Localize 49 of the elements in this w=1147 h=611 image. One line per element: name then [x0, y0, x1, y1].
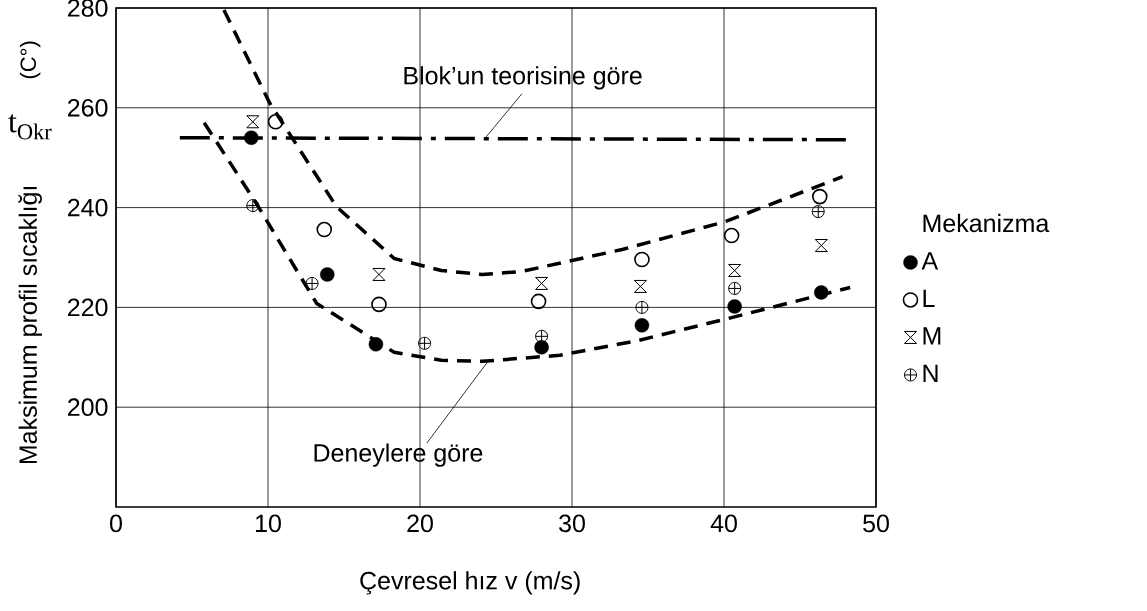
x-tick-label: 0 [110, 514, 122, 533]
y-tick-label: 200 [68, 398, 108, 417]
point [811, 205, 825, 219]
point [535, 276, 549, 290]
point [814, 239, 828, 253]
point [814, 285, 829, 300]
point [634, 318, 650, 333]
point [811, 188, 828, 205]
legend-label: N [923, 364, 938, 382]
point [535, 329, 549, 343]
legend-label: L [923, 289, 935, 307]
point [305, 276, 319, 290]
point [371, 296, 387, 313]
point [320, 267, 335, 282]
point [267, 113, 284, 130]
point [246, 115, 260, 129]
x-axis-title: Çevresel hız v (m/s) [360, 571, 580, 595]
point [530, 293, 547, 310]
text: t$_{Okr}$ [8, 114, 52, 140]
point [418, 336, 432, 350]
point [727, 299, 742, 314]
legend-title: Mekanizma [923, 213, 1050, 233]
point [534, 340, 549, 355]
point [316, 221, 333, 238]
point [372, 267, 386, 281]
annotation: Deneylere göre [314, 443, 483, 467]
x-tick-label: 50 [863, 514, 889, 533]
x-tick-label: 10 [256, 514, 281, 533]
text: (C°) [19, 41, 41, 79]
annotation: Blok’un teorisine göre [404, 66, 642, 90]
point [368, 337, 384, 352]
x-tick-label: 40 [710, 514, 737, 533]
x-tick-label: 30 [559, 514, 585, 533]
point [728, 281, 742, 295]
y-tick-label: 240 [68, 198, 108, 217]
point [635, 300, 649, 314]
y-tick-label: 260 [68, 98, 108, 117]
point [728, 263, 742, 277]
point [633, 279, 647, 293]
point [244, 130, 259, 145]
x-tick-label: 20 [407, 514, 433, 533]
y-tick-label: 220 [68, 298, 108, 317]
y-tick-label: 280 [68, 0, 108, 17]
point [246, 199, 260, 213]
point [634, 251, 650, 268]
legend-label: A [921, 252, 939, 270]
legend-label: M [923, 327, 941, 345]
y-axis-title: Maksimum profil sıcaklığı [18, 186, 42, 464]
point [723, 227, 740, 244]
